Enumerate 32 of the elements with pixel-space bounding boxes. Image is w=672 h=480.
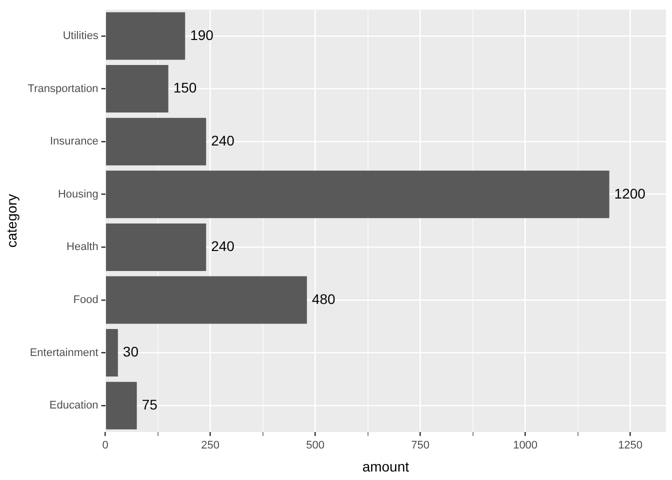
data-label: 240	[211, 238, 235, 254]
y-tick-label: Food	[73, 294, 98, 306]
y-tick-label: Utilities	[62, 30, 99, 42]
bar	[106, 170, 610, 218]
x-tick-label: 250	[201, 440, 220, 452]
data-label: 240	[211, 132, 235, 148]
bar	[106, 223, 206, 271]
data-label: 30	[122, 344, 139, 360]
x-tick-label: 1000	[513, 440, 538, 452]
bar	[106, 329, 118, 377]
bar	[106, 276, 307, 324]
y-axis-title: category	[3, 194, 20, 248]
y-tick-label: Insurance	[50, 136, 98, 148]
bar	[106, 382, 137, 430]
data-label: 1200	[614, 185, 646, 202]
data-label: 75	[142, 396, 158, 412]
x-tick-label: 0	[102, 440, 108, 452]
y-tick-label: Education	[49, 400, 98, 412]
x-axis-title: amount	[362, 458, 410, 474]
data-label: 150	[173, 80, 197, 96]
data-label: 190	[190, 26, 214, 43]
data-label: 480	[312, 290, 336, 307]
y-tick-label: Health	[66, 241, 98, 254]
bar	[106, 118, 206, 166]
bar	[106, 12, 186, 60]
bar	[106, 65, 168, 113]
x-tick-label: 750	[411, 440, 430, 452]
y-tick-label: Entertainment	[30, 346, 98, 359]
x-tick-label: 1250	[618, 440, 643, 452]
x-tick-label: 500	[306, 440, 324, 452]
y-tick-label: Housing	[58, 188, 98, 200]
y-tick-label: Transportation	[28, 82, 98, 95]
